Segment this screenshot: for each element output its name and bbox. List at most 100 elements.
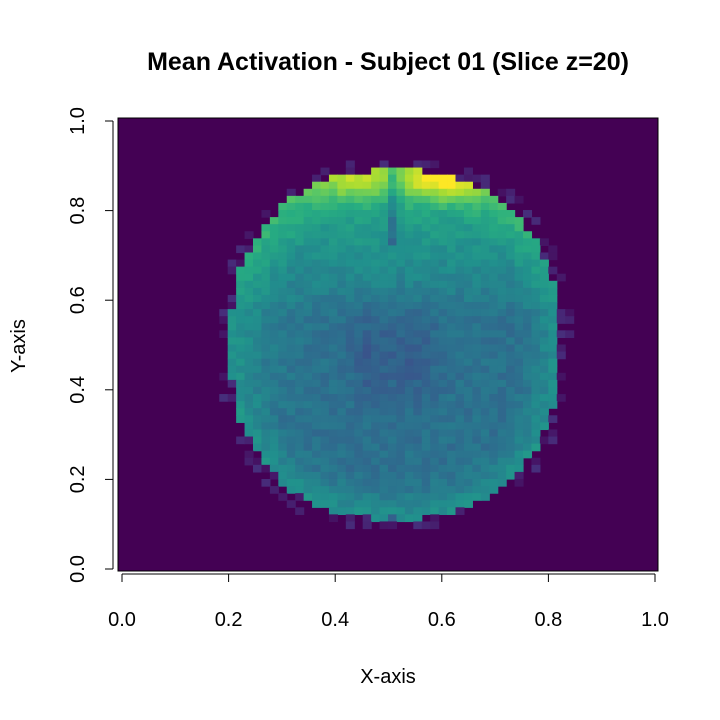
heatmap-cell: [337, 344, 347, 353]
heatmap-cell: [388, 217, 398, 225]
heatmap-cell: [379, 309, 389, 317]
heatmap-cell: [312, 337, 322, 346]
heatmap-cell: [253, 238, 263, 247]
heatmap-cell: [447, 408, 457, 416]
heatmap-cell: [497, 401, 507, 409]
heatmap-cell: [253, 464, 263, 473]
heatmap-cell: [447, 372, 457, 381]
heatmap-cell: [295, 394, 305, 402]
heatmap-cell: [539, 372, 549, 381]
heatmap-cell: [286, 415, 296, 423]
heatmap-cell: [337, 386, 347, 395]
heatmap-cell: [523, 386, 533, 395]
heatmap-cell: [548, 302, 558, 310]
heatmap-cell: [413, 195, 423, 204]
heatmap-cell: [396, 422, 406, 431]
heatmap-cell: [286, 379, 296, 388]
heatmap-cell: [396, 457, 406, 466]
heatmap-cell: [396, 273, 406, 282]
heatmap-cell: [278, 330, 288, 339]
heatmap-cell: [227, 394, 237, 402]
heatmap-cell: [421, 401, 431, 409]
heatmap-cell: [312, 259, 322, 268]
heatmap-cell: [345, 471, 355, 480]
heatmap-cell: [337, 450, 347, 459]
heatmap-cell: [244, 436, 254, 445]
heatmap-cell: [253, 280, 263, 289]
heatmap-cell: [312, 202, 322, 211]
heatmap-cell: [404, 450, 414, 459]
heatmap-cell: [463, 401, 473, 409]
heatmap-cell: [227, 337, 237, 346]
heatmap-cell: [312, 436, 322, 445]
y-tick-label: 0.4: [67, 376, 89, 404]
heatmap-cell: [430, 210, 440, 218]
heatmap-cell: [472, 429, 482, 438]
heatmap-cell: [379, 202, 389, 211]
heatmap-cell: [480, 365, 490, 374]
heatmap-cell: [438, 188, 448, 197]
heatmap-cell: [371, 379, 381, 388]
heatmap-cell: [278, 358, 288, 367]
heatmap-cell: [320, 379, 330, 388]
heatmap-cell: [269, 330, 279, 339]
heatmap-cell: [514, 401, 524, 409]
heatmap-cell: [362, 507, 372, 515]
heatmap-cell: [337, 408, 347, 416]
heatmap-cell: [362, 245, 372, 254]
heatmap-cell: [472, 457, 482, 466]
heatmap-cell: [421, 358, 431, 367]
heatmap-cell: [506, 316, 516, 324]
heatmap-cell: [354, 273, 364, 282]
heatmap-cell: [303, 394, 313, 402]
heatmap-cell: [227, 379, 237, 388]
heatmap-cell: [447, 379, 457, 388]
heatmap-cell: [438, 478, 448, 487]
heatmap-cell: [506, 471, 516, 480]
heatmap-cell: [506, 245, 516, 254]
heatmap-cell: [379, 252, 389, 261]
heatmap-cell: [447, 471, 457, 480]
heatmap-cell: [278, 401, 288, 409]
heatmap-cell: [236, 330, 246, 339]
heatmap-cell: [286, 202, 296, 211]
heatmap-cell: [413, 507, 423, 515]
heatmap-cell: [497, 309, 507, 317]
heatmap-cell: [556, 316, 566, 324]
heatmap-cell: [463, 287, 473, 296]
heatmap-cell: [455, 351, 465, 360]
heatmap-cell: [438, 493, 448, 501]
heatmap-cell: [320, 493, 330, 501]
heatmap-cell: [438, 309, 448, 317]
heatmap-cell: [345, 408, 355, 416]
heatmap-cell: [236, 379, 246, 388]
heatmap-cell: [421, 478, 431, 487]
heatmap-cell: [269, 358, 279, 367]
heatmap-cell: [269, 450, 279, 459]
heatmap-cell: [506, 464, 516, 473]
heatmap-cell: [396, 372, 406, 381]
heatmap-cell: [320, 323, 330, 331]
heatmap-cell: [261, 401, 271, 409]
heatmap-cell: [531, 259, 541, 268]
heatmap-cell: [236, 302, 246, 310]
heatmap-cell: [404, 231, 414, 239]
heatmap-cell: [455, 450, 465, 459]
heatmap-cell: [312, 210, 322, 218]
heatmap-cell: [269, 386, 279, 395]
heatmap-cell: [227, 323, 237, 331]
heatmap-cell: [430, 493, 440, 501]
heatmap-cell: [421, 372, 431, 381]
heatmap-cell: [531, 245, 541, 254]
heatmap-cell: [286, 486, 296, 494]
heatmap-cell: [438, 316, 448, 324]
heatmap-cell: [480, 273, 490, 282]
heatmap-cell: [253, 337, 263, 346]
heatmap-cell: [548, 358, 558, 367]
heatmap-cell: [379, 507, 389, 515]
heatmap-cell: [455, 478, 465, 487]
heatmap-cell: [463, 422, 473, 431]
heatmap-cell: [480, 323, 490, 331]
heatmap-cell: [286, 195, 296, 204]
